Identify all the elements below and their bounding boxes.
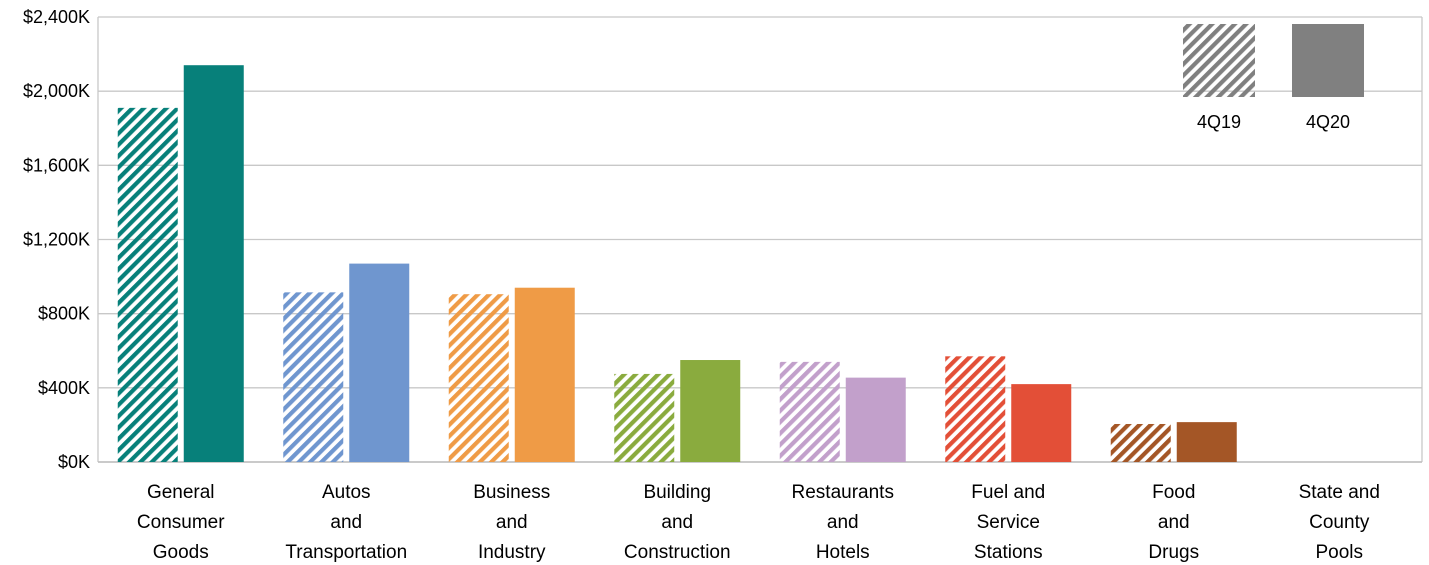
bar-4q20 — [349, 263, 410, 462]
x-category-label: Transportation — [285, 542, 407, 563]
x-category-label: Stations — [974, 542, 1043, 563]
x-category-label: Building — [643, 482, 711, 503]
legend-label: 4Q19 — [1197, 112, 1241, 132]
y-tick-label: $1,200K — [23, 230, 90, 250]
x-category-label: Fuel and — [971, 482, 1045, 503]
bar-4q19 — [448, 294, 509, 462]
x-category-label: Hotels — [816, 542, 870, 563]
x-category-label: and — [330, 512, 362, 533]
bar-4q20 — [183, 65, 244, 462]
x-category-label: Industry — [478, 542, 546, 563]
y-axis-tick-labels: $0K $400K $800K $1,200K $1,600K $2,000K $2,400… — [23, 7, 90, 472]
x-category-label: and — [661, 512, 693, 533]
x-category-label: Consumer — [137, 512, 225, 533]
x-category-label: Autos — [322, 482, 371, 503]
bar-4q19 — [117, 107, 178, 463]
y-tick-label: $2,000K — [23, 81, 90, 101]
bar-4q19 — [945, 356, 1006, 462]
y-tick-label: $800K — [38, 304, 90, 324]
y-tick-label: $0K — [58, 452, 90, 472]
x-category-label: and — [827, 512, 859, 533]
legend-swatch-4q19 — [1183, 24, 1255, 97]
y-tick-label: $1,600K — [23, 155, 90, 175]
x-category-label: Service — [977, 512, 1040, 533]
x-category-label: State and — [1299, 482, 1380, 503]
bar-4q20 — [1176, 422, 1237, 462]
bar-4q20 — [680, 360, 741, 462]
x-category-label: and — [496, 512, 528, 533]
x-category-label: Business — [473, 482, 550, 503]
bar-4q20 — [845, 377, 906, 462]
bar-4q19 — [614, 373, 675, 462]
x-category-label: Food — [1152, 482, 1195, 503]
x-category-label: Construction — [624, 542, 731, 563]
x-category-label: Drugs — [1148, 542, 1199, 563]
bar-4q20 — [1011, 384, 1072, 462]
legend-label: 4Q20 — [1306, 112, 1350, 132]
bar-4q20 — [514, 287, 575, 462]
bars — [117, 65, 1237, 463]
x-category-label: County — [1309, 512, 1370, 533]
x-category-label: Goods — [153, 542, 209, 563]
legend: 4Q19 4Q20 — [1183, 24, 1364, 132]
y-tick-label: $400K — [38, 378, 90, 398]
bar-4q19 — [1110, 423, 1171, 462]
x-category-label: Pools — [1315, 542, 1363, 563]
legend-swatch-4q20 — [1292, 24, 1364, 97]
bar-4q19 — [779, 361, 840, 462]
y-tick-label: $2,400K — [23, 7, 90, 27]
x-category-label: Restaurants — [792, 482, 894, 503]
x-category-label: and — [1158, 512, 1190, 533]
x-category-label: General — [147, 482, 215, 503]
bar-4q19 — [283, 292, 344, 462]
x-axis-category-labels: General Consumer Goods Autos and Transportati… — [137, 482, 1380, 563]
